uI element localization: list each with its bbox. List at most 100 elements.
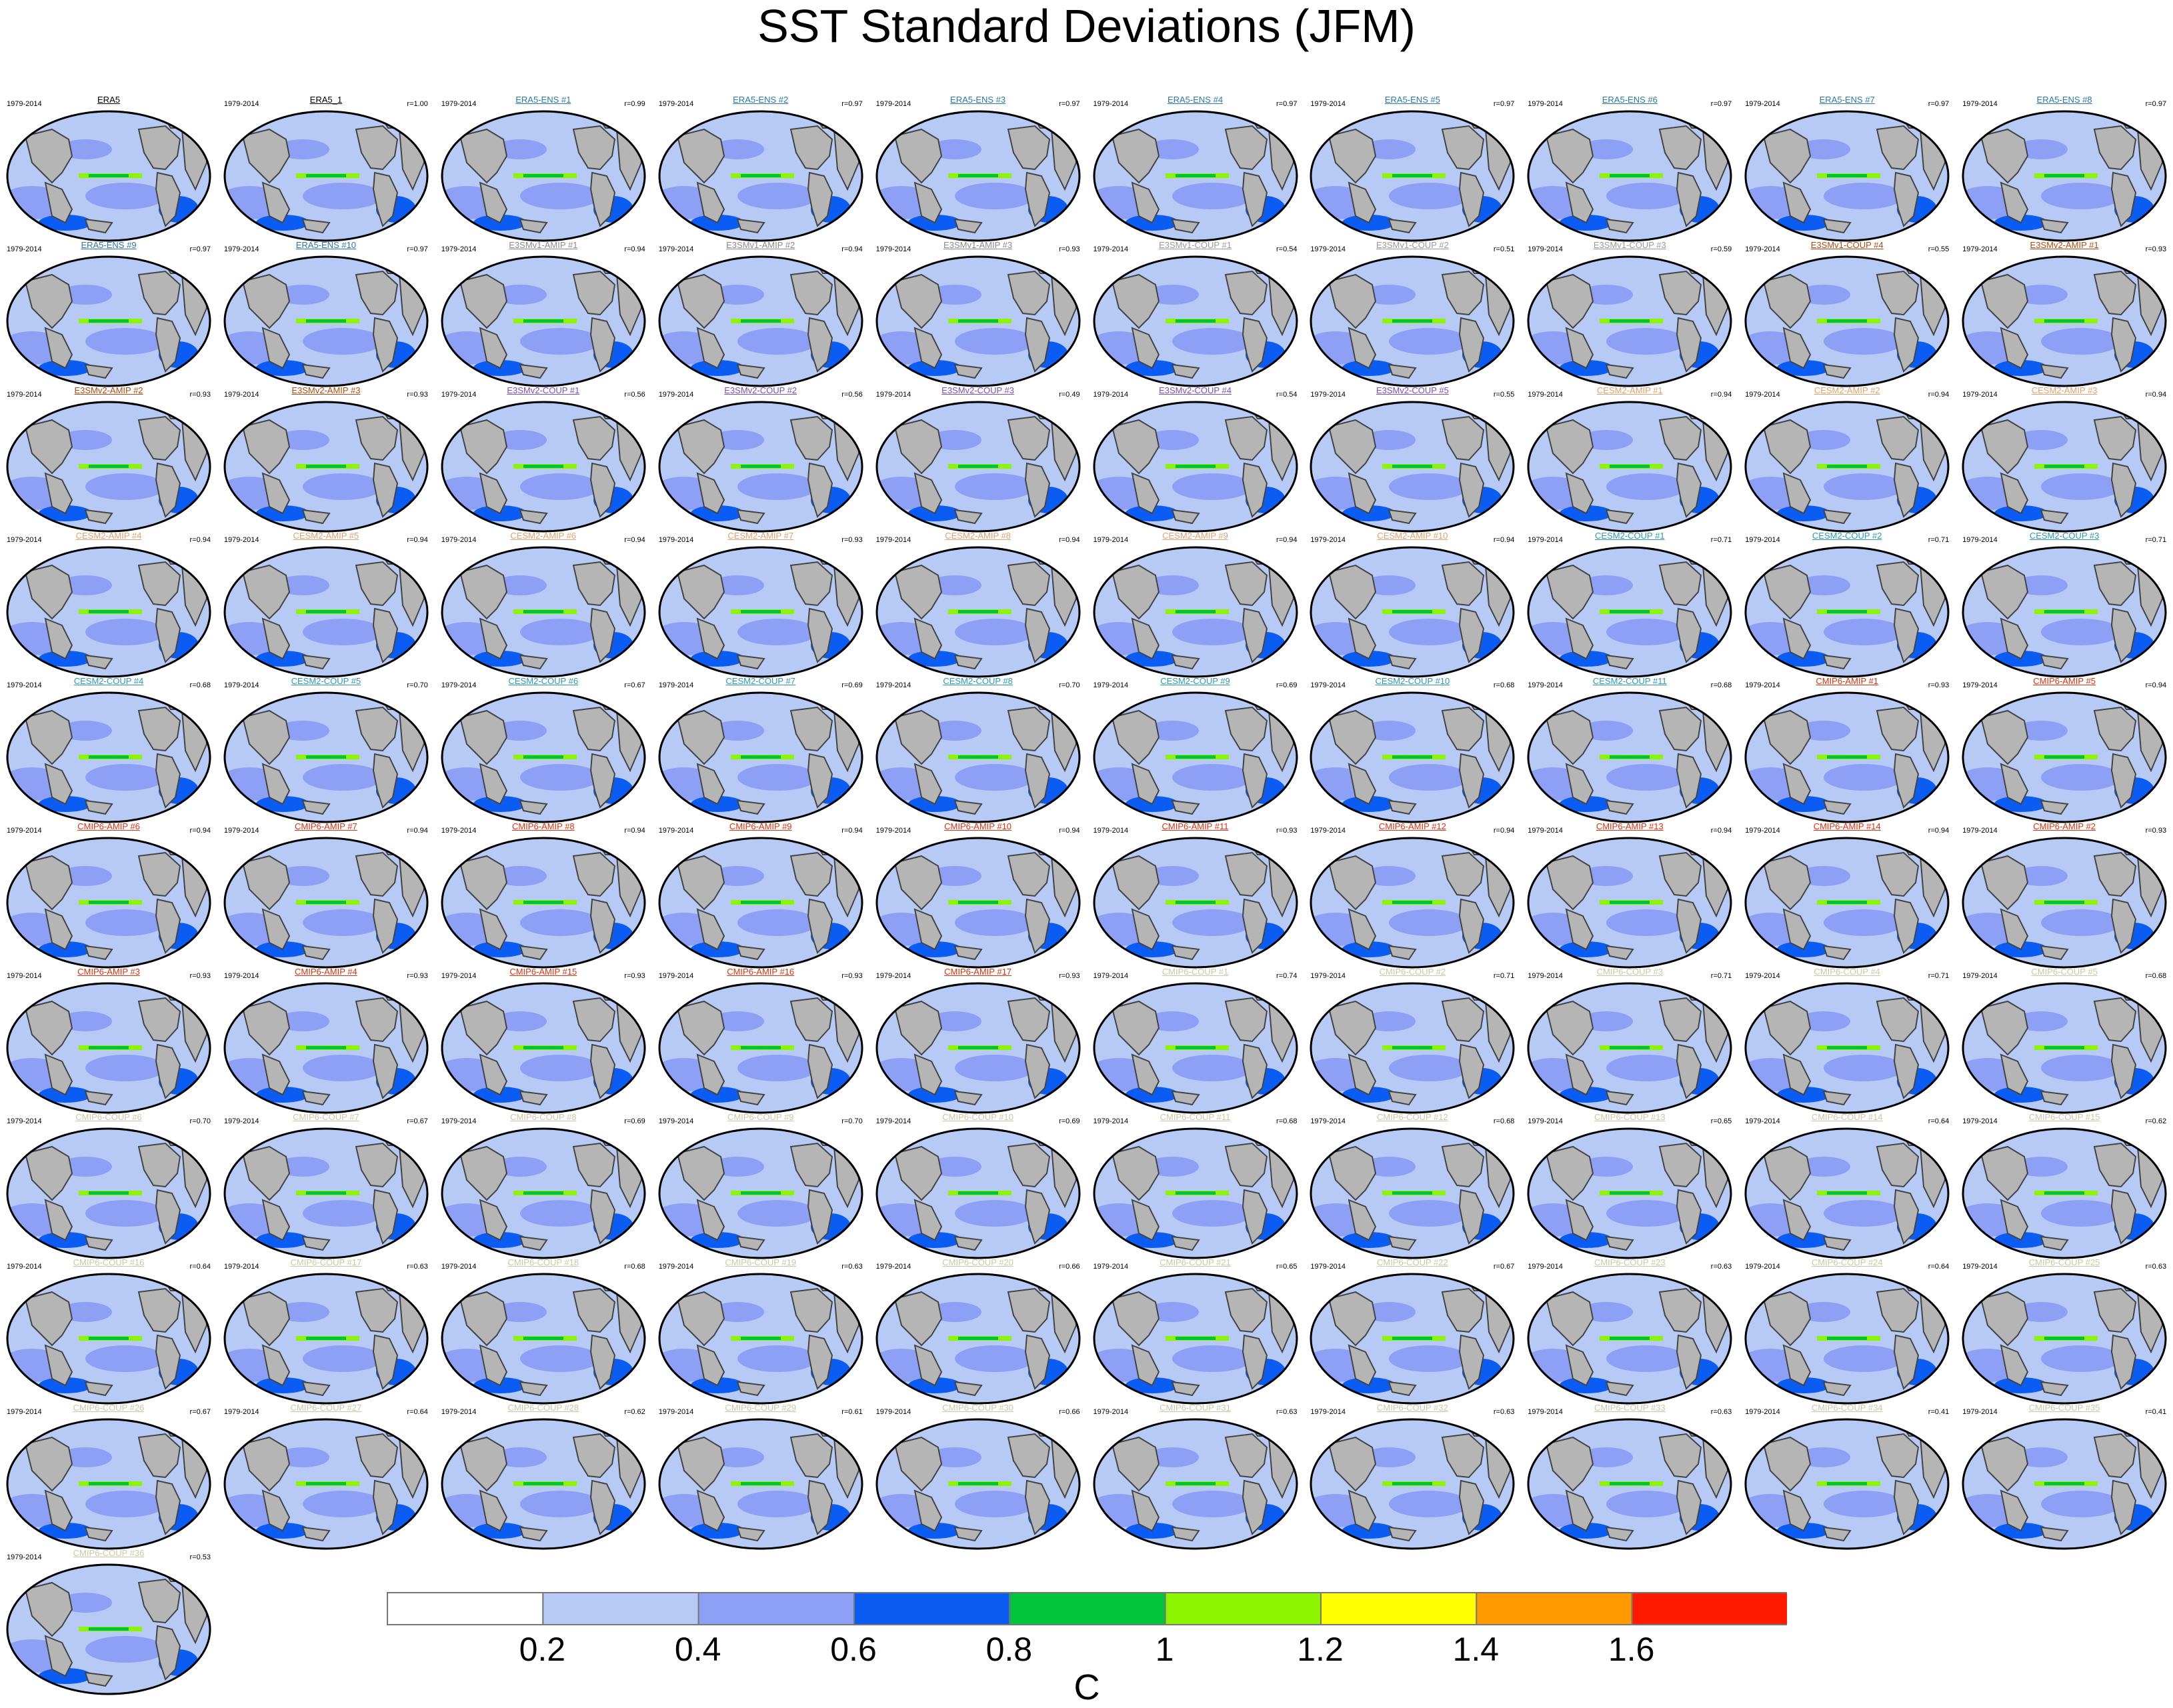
period-label: 1979-2014 bbox=[7, 1408, 42, 1416]
panel-name: CMIP6-COUP #8 bbox=[510, 1112, 577, 1122]
panel-name: CMIP6-AMIP #7 bbox=[295, 821, 357, 831]
correlation-label: r=0.94 bbox=[1710, 827, 1732, 835]
world-map bbox=[1962, 691, 2167, 823]
correlation-label: r=0.62 bbox=[624, 1408, 645, 1416]
map-panel: 1979-2014 CESM2-AMIP #7 r=0.93 bbox=[652, 531, 869, 681]
correlation-label: r=0.69 bbox=[1276, 681, 1298, 689]
map-panel: 1979-2014 CMIP6-COUP #6 r=0.70 bbox=[0, 1112, 217, 1263]
panel-name: CMIP6-COUP #32 bbox=[1377, 1403, 1448, 1413]
map-panel: 1979-2014 ERA5-ENS #2 r=0.97 bbox=[652, 95, 869, 245]
correlation-label: r=0.69 bbox=[1059, 1117, 1080, 1125]
world-map bbox=[1093, 110, 1298, 242]
map-panel: 1979-2014 ERA5-ENS #10 r=0.97 bbox=[217, 240, 435, 391]
panel-name: E3SMv1-AMIP #3 bbox=[943, 240, 1013, 250]
period-label: 1979-2014 bbox=[875, 972, 911, 980]
period-label: 1979-2014 bbox=[7, 1553, 42, 1561]
world-map bbox=[441, 1127, 646, 1259]
world-map bbox=[1962, 110, 2167, 242]
period-label: 1979-2014 bbox=[1962, 1117, 1998, 1125]
period-label: 1979-2014 bbox=[1745, 245, 1780, 253]
panel-name: CMIP6-COUP #10 bbox=[942, 1112, 1013, 1122]
period-label: 1979-2014 bbox=[7, 1263, 42, 1271]
colorbar-tick-label: 0.4 bbox=[674, 1631, 721, 1668]
map-panel: 1979-2014 CMIP6-COUP #19 r=0.63 bbox=[652, 1257, 869, 1408]
map-panel: 1979-2014 CESM2-COUP #9 r=0.69 bbox=[1087, 676, 1304, 827]
panel-name: CMIP6-AMIP #4 bbox=[295, 967, 357, 977]
period-label: 1979-2014 bbox=[223, 391, 259, 399]
world-map bbox=[441, 691, 646, 823]
period-label: 1979-2014 bbox=[1962, 1408, 1998, 1416]
period-label: 1979-2014 bbox=[1528, 536, 1563, 544]
world-map bbox=[1527, 1273, 1732, 1405]
map-panel: 1979-2014 CMIP6-COUP #12 r=0.68 bbox=[1304, 1112, 1521, 1263]
world-map bbox=[1310, 1418, 1515, 1550]
panel-name: CMIP6-COUP #19 bbox=[725, 1257, 797, 1267]
correlation-label: r=0.97 bbox=[189, 245, 211, 253]
period-label: 1979-2014 bbox=[875, 245, 911, 253]
period-label: 1979-2014 bbox=[658, 245, 694, 253]
panel-name: E3SMv1-AMIP #1 bbox=[509, 240, 578, 250]
panel-name: CMIP6-COUP #28 bbox=[507, 1403, 579, 1413]
colorbar-bin bbox=[697, 1592, 855, 1625]
map-panel: 1979-2014 CESM2-AMIP #6 r=0.94 bbox=[435, 531, 652, 681]
colorbar-bin bbox=[1631, 1592, 1787, 1625]
map-panel: 1979-2014 CESM2-AMIP #4 r=0.94 bbox=[0, 531, 217, 681]
world-map bbox=[1962, 1273, 2167, 1405]
map-panel: 1979-2014 CESM2-AMIP #3 r=0.94 bbox=[1956, 385, 2173, 536]
world-map bbox=[1962, 1127, 2167, 1259]
period-label: 1979-2014 bbox=[223, 1263, 259, 1271]
map-panel: 1979-2014 CMIP6-COUP #7 r=0.67 bbox=[217, 1112, 435, 1263]
map-panel: 1979-2014 CMIP6-COUP #8 r=0.69 bbox=[435, 1112, 652, 1263]
world-map bbox=[1744, 546, 1950, 678]
map-panel: 1979-2014 CMIP6-COUP #2 r=0.71 bbox=[1304, 967, 1521, 1117]
world-map bbox=[1744, 982, 1950, 1114]
world-map bbox=[1093, 1273, 1298, 1405]
map-panel: 1979-2014 CMIP6-COUP #36 r=0.53 bbox=[0, 1548, 217, 1699]
colorbar-tick-label: 1.2 bbox=[1297, 1631, 1344, 1668]
correlation-label: r=0.71 bbox=[1928, 972, 1950, 980]
correlation-label: r=0.68 bbox=[1493, 1117, 1515, 1125]
correlation-label: r=0.94 bbox=[407, 536, 428, 544]
period-label: 1979-2014 bbox=[1745, 972, 1780, 980]
correlation-label: r=0.97 bbox=[2145, 100, 2167, 108]
correlation-label: r=0.94 bbox=[1059, 827, 1080, 835]
panel-name: ERA5_1 bbox=[309, 95, 343, 105]
world-map bbox=[223, 691, 429, 823]
world-map bbox=[223, 401, 429, 533]
correlation-label: r=0.71 bbox=[1710, 972, 1732, 980]
panel-name: CESM2-COUP #6 bbox=[508, 676, 579, 686]
map-panel: 1979-2014 CMIP6-COUP #29 r=0.61 bbox=[652, 1403, 869, 1553]
world-map bbox=[6, 1563, 211, 1695]
world-map bbox=[1093, 1127, 1298, 1259]
world-map bbox=[658, 546, 863, 678]
period-label: 1979-2014 bbox=[875, 391, 911, 399]
map-panel: 1979-2014 CMIP6-COUP #27 r=0.64 bbox=[217, 1403, 435, 1553]
world-map bbox=[1527, 1418, 1732, 1550]
panel-name: CMIP6-COUP #31 bbox=[1160, 1403, 1231, 1413]
world-map bbox=[6, 401, 211, 533]
period-label: 1979-2014 bbox=[1745, 1263, 1780, 1271]
world-map bbox=[1527, 255, 1732, 387]
map-panel: 1979-2014 CMIP6-COUP #10 r=0.69 bbox=[869, 1112, 1087, 1263]
period-label: 1979-2014 bbox=[7, 391, 42, 399]
period-label: 1979-2014 bbox=[441, 245, 477, 253]
correlation-label: r=0.94 bbox=[624, 245, 645, 253]
panel-name: CMIP6-COUP #5 bbox=[2031, 967, 2098, 977]
period-label: 1979-2014 bbox=[1962, 681, 1998, 689]
world-map bbox=[6, 255, 211, 387]
period-label: 1979-2014 bbox=[441, 681, 477, 689]
period-label: 1979-2014 bbox=[441, 100, 477, 108]
world-map bbox=[1527, 401, 1732, 533]
world-map bbox=[223, 546, 429, 678]
period-label: 1979-2014 bbox=[223, 1117, 259, 1125]
panel-name: ERA5-ENS #6 bbox=[1602, 95, 1658, 105]
world-map bbox=[1527, 1127, 1732, 1259]
panel-name: CMIP6-COUP #6 bbox=[75, 1112, 142, 1122]
world-map bbox=[6, 546, 211, 678]
correlation-label: r=0.61 bbox=[841, 1408, 863, 1416]
world-map bbox=[1310, 1273, 1515, 1405]
panel-name: CESM2-AMIP #8 bbox=[945, 531, 1011, 541]
period-label: 1979-2014 bbox=[1528, 391, 1563, 399]
map-panel: 1979-2014 CMIP6-AMIP #14 r=0.94 bbox=[1738, 821, 1956, 972]
colorbar-bin bbox=[387, 1592, 544, 1625]
